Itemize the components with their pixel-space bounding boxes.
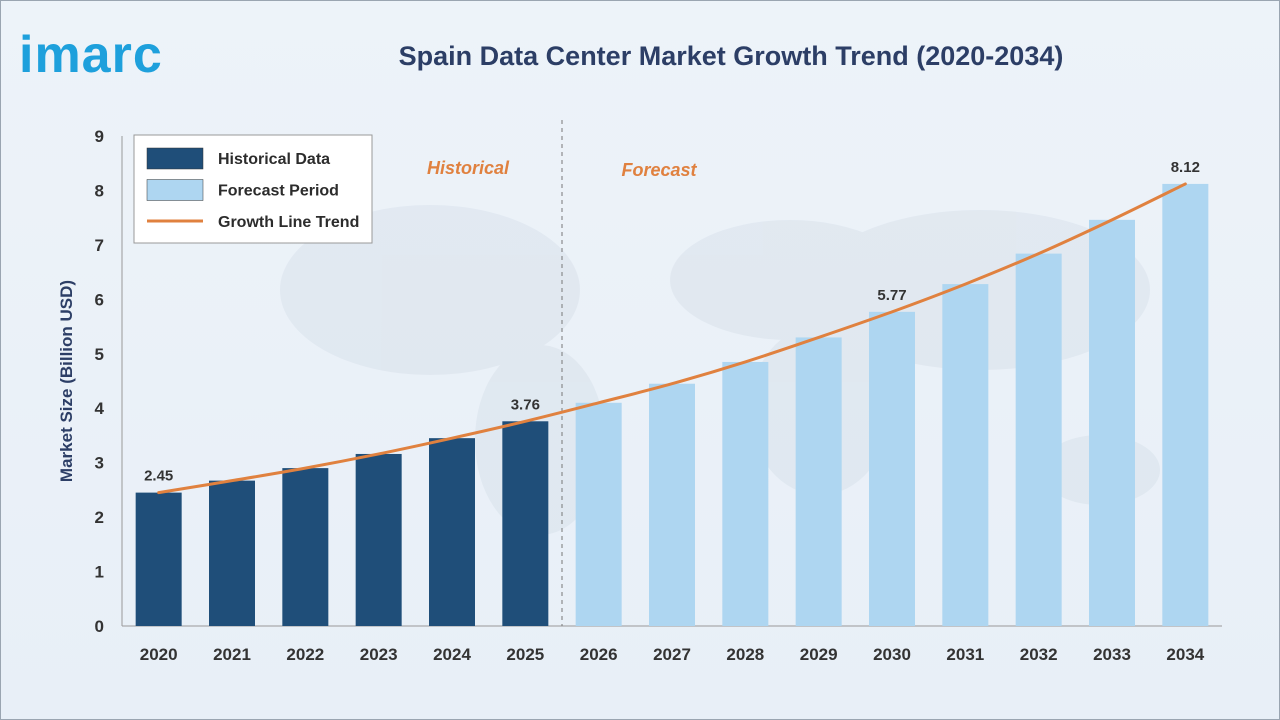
forecast-annotation: Forecast — [621, 160, 697, 180]
x-tick-label: 2031 — [946, 645, 984, 664]
forecast-bar — [1015, 253, 1062, 626]
chart-bars — [135, 183, 1209, 626]
forecast-bar — [1089, 219, 1135, 626]
x-tick-label: 2029 — [800, 645, 838, 664]
legend-historical-swatch — [146, 147, 204, 170]
historical-bar — [355, 453, 402, 626]
forecast-bar — [869, 311, 915, 626]
y-tick-label: 0 — [95, 617, 104, 636]
y-tick-label: 1 — [95, 563, 104, 582]
data-label: 5.77 — [877, 287, 906, 304]
historical-bar — [429, 438, 475, 626]
chart-title: Spain Data Center Market Growth Trend (2… — [398, 41, 1064, 71]
historical-bar — [502, 421, 549, 626]
legend-trend-label: Growth Line Trend — [218, 214, 359, 231]
x-tick-label: 2022 — [286, 645, 324, 664]
brand-logo: imarc — [19, 27, 219, 83]
historical-bar — [135, 492, 182, 626]
legend-forecast-swatch — [146, 179, 204, 201]
forecast-bar — [722, 361, 769, 626]
x-tick-label: 2032 — [1020, 645, 1058, 664]
x-tick-label: 2023 — [360, 645, 398, 664]
historical-bar — [282, 468, 329, 626]
logo-text: imarc — [19, 26, 163, 84]
x-tick-label: 2027 — [653, 645, 691, 664]
growth-trend-line — [157, 182, 1187, 495]
historical-bar — [209, 480, 255, 626]
x-tick-label: 2026 — [580, 645, 618, 664]
y-tick-label: 4 — [95, 399, 105, 418]
y-tick-label: 8 — [95, 181, 104, 200]
legend: Historical Data Forecast Period Growth Lin… — [133, 134, 373, 244]
x-tick-label: 2034 — [1166, 645, 1204, 664]
x-tick-label: 2025 — [506, 645, 544, 664]
data-label: 8.12 — [1171, 159, 1200, 176]
x-tick-label: 2020 — [140, 645, 178, 664]
y-tick-label: 3 — [95, 454, 104, 473]
y-tick-label: 7 — [95, 236, 104, 255]
x-tick-label: 2030 — [873, 645, 911, 664]
y-tick-label: 6 — [95, 290, 104, 309]
forecast-bar — [649, 383, 695, 626]
data-labels: 2.45 3.76 5.77 8.12 — [144, 159, 1200, 485]
data-label: 2.45 — [144, 468, 173, 485]
forecast-bar — [795, 337, 842, 626]
x-tick-label: 2021 — [213, 645, 251, 664]
forecast-bar — [1162, 183, 1209, 626]
x-tick-label: 2033 — [1093, 645, 1131, 664]
y-tick-label: 2 — [95, 508, 104, 527]
legend-forecast-label: Forecast Period — [218, 183, 339, 200]
data-label: 3.76 — [511, 396, 540, 413]
y-tick-label: 9 — [95, 127, 104, 146]
x-tick-label: 2028 — [726, 645, 764, 664]
forecast-bar — [575, 402, 622, 626]
y-tick-label: 5 — [95, 345, 104, 364]
x-tick-label: 2024 — [433, 645, 471, 664]
historical-annotation: Historical — [427, 158, 510, 178]
trend-line-group — [157, 182, 1187, 495]
y-axis-label: Market Size (Billion USD) — [57, 280, 76, 482]
legend-historical-label: Historical Data — [218, 151, 330, 168]
forecast-bar — [942, 284, 989, 626]
